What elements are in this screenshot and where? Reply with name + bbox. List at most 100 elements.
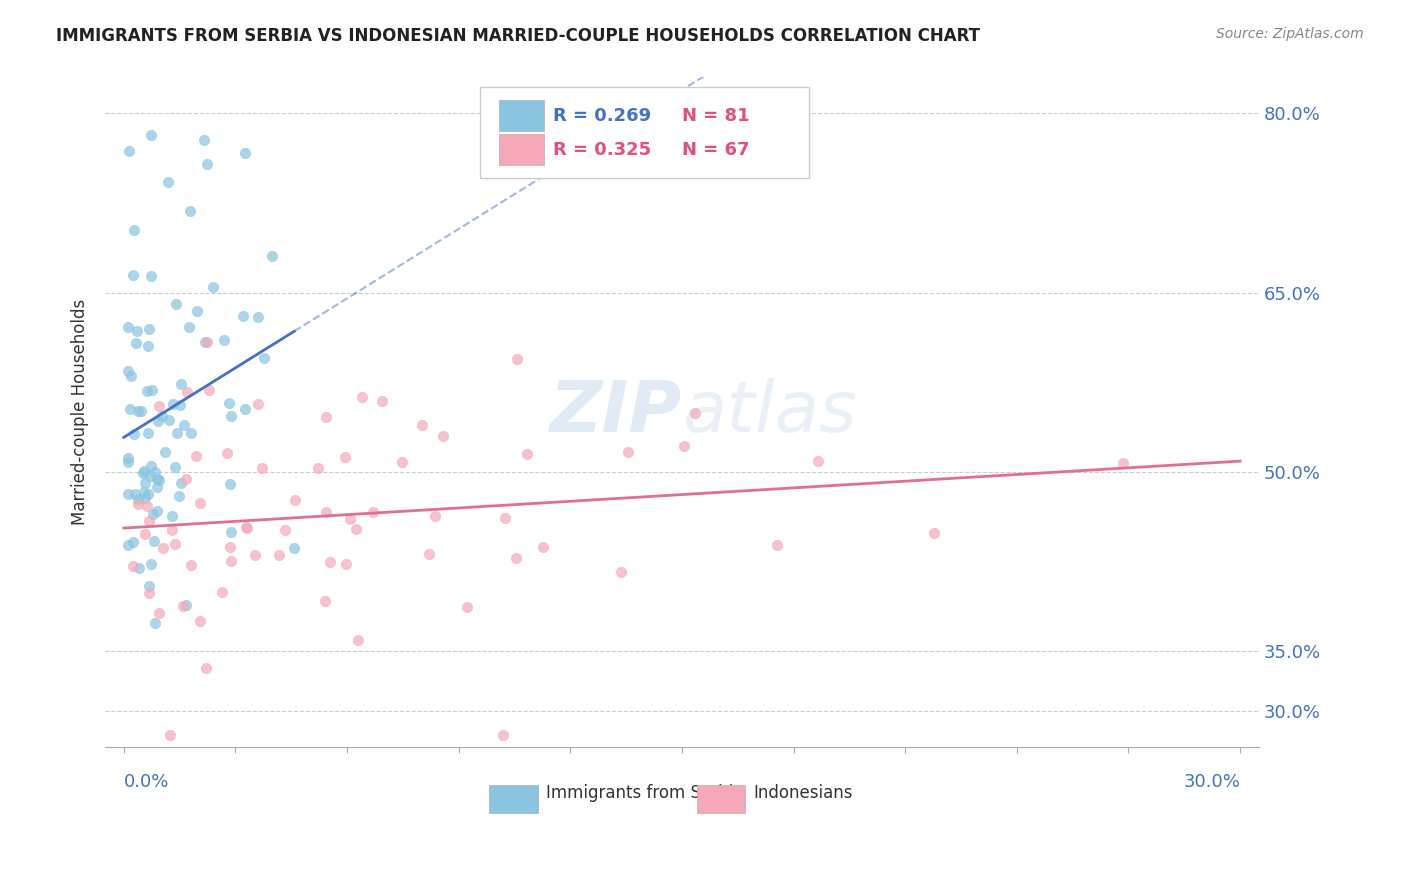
Point xyxy=(139,458,162,473)
Point xyxy=(193,133,215,147)
Point xyxy=(165,297,187,311)
Point xyxy=(136,339,159,353)
Point xyxy=(160,508,183,523)
Point xyxy=(212,333,235,347)
Text: 0.0%: 0.0% xyxy=(124,773,169,791)
Point xyxy=(157,175,180,189)
FancyBboxPatch shape xyxy=(479,87,808,178)
Point xyxy=(121,268,143,282)
Point xyxy=(160,524,183,538)
Point xyxy=(118,145,141,159)
Point xyxy=(143,465,166,479)
Point xyxy=(124,336,146,351)
Point xyxy=(146,472,169,486)
Point xyxy=(117,455,139,469)
Text: R = 0.325: R = 0.325 xyxy=(553,141,651,159)
Point xyxy=(120,401,142,416)
Point xyxy=(134,484,156,499)
Text: IMMIGRANTS FROM SERBIA VS INDONESIAN MARRIED-COUPLE HOUSEHOLDS CORRELATION CHART: IMMIGRANTS FROM SERBIA VS INDONESIAN MAR… xyxy=(56,27,980,45)
Point xyxy=(167,489,190,503)
Text: atlas: atlas xyxy=(682,377,856,447)
Point xyxy=(219,524,242,539)
Point xyxy=(370,394,392,409)
Text: N = 67: N = 67 xyxy=(682,141,749,159)
Point xyxy=(166,425,188,440)
Point xyxy=(142,534,165,549)
Text: Source: ZipAtlas.com: Source: ZipAtlas.com xyxy=(1216,27,1364,41)
Point xyxy=(194,661,217,675)
Point xyxy=(186,304,208,318)
Point xyxy=(136,499,159,513)
Point xyxy=(148,399,170,413)
Point xyxy=(188,496,211,510)
Point xyxy=(138,514,160,528)
Point xyxy=(139,557,162,571)
Point xyxy=(132,466,155,480)
Point xyxy=(252,461,274,475)
Point xyxy=(173,417,195,432)
Point xyxy=(150,409,173,423)
Point xyxy=(141,383,163,397)
Y-axis label: Married-couple Households: Married-couple Households xyxy=(72,299,89,525)
Point xyxy=(202,280,225,294)
Point xyxy=(170,475,193,490)
Point xyxy=(117,450,139,465)
Point xyxy=(157,412,180,426)
Point xyxy=(253,351,276,365)
Point xyxy=(494,511,516,525)
Point xyxy=(391,455,413,469)
Point xyxy=(165,536,187,550)
Point xyxy=(141,128,163,143)
Point xyxy=(117,320,139,334)
Point xyxy=(174,598,197,612)
Point xyxy=(127,491,149,506)
Point xyxy=(136,487,159,501)
Point xyxy=(136,384,159,398)
FancyBboxPatch shape xyxy=(489,785,537,813)
Point xyxy=(117,538,139,552)
Point xyxy=(610,565,633,579)
Point xyxy=(221,553,243,567)
Point xyxy=(807,453,830,467)
Point xyxy=(218,477,240,491)
Point xyxy=(125,324,148,338)
Point xyxy=(180,426,202,441)
Point xyxy=(307,461,329,475)
Point xyxy=(188,614,211,628)
Point xyxy=(141,268,163,283)
Text: ZIP: ZIP xyxy=(550,377,682,447)
Point xyxy=(361,505,384,519)
Point xyxy=(134,475,156,490)
Point xyxy=(184,450,207,464)
Point xyxy=(683,407,706,421)
Point xyxy=(129,404,152,418)
Point xyxy=(121,534,143,549)
Point xyxy=(236,521,259,535)
Point xyxy=(117,364,139,378)
Point xyxy=(516,447,538,461)
Point xyxy=(148,414,170,428)
Point xyxy=(260,249,283,263)
Point xyxy=(121,559,143,574)
Point xyxy=(423,508,446,523)
FancyBboxPatch shape xyxy=(499,100,544,131)
Point xyxy=(245,548,267,562)
Point xyxy=(194,335,217,350)
Point xyxy=(211,585,233,599)
Point xyxy=(273,524,295,538)
Point xyxy=(456,599,478,614)
Point xyxy=(315,410,337,425)
Point xyxy=(922,526,945,541)
Point xyxy=(148,606,170,620)
Point xyxy=(432,428,454,442)
Point xyxy=(505,551,527,566)
Point xyxy=(673,439,696,453)
Point xyxy=(215,445,238,459)
Point xyxy=(219,541,242,555)
Point xyxy=(319,555,342,569)
Point xyxy=(284,493,307,508)
Point xyxy=(233,401,256,416)
Point xyxy=(180,558,202,572)
Point xyxy=(232,309,254,323)
FancyBboxPatch shape xyxy=(697,785,745,813)
